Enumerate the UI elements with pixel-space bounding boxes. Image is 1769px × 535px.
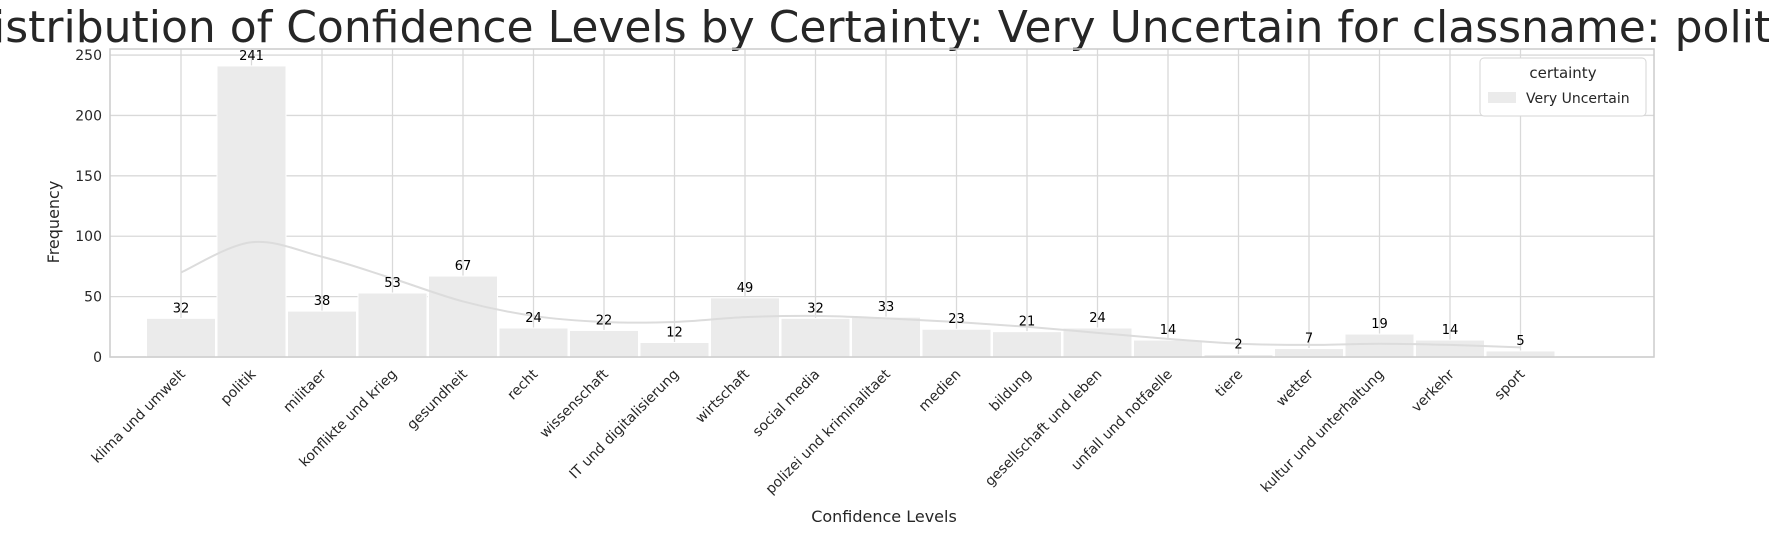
- bar-value-label: 32: [173, 301, 190, 316]
- x-tick-label: gesellschaft und leben: [982, 367, 1105, 490]
- bar-value-label: 14: [1160, 323, 1177, 338]
- bar-value-label: 14: [1442, 323, 1459, 338]
- kde-line: [180, 240, 1521, 349]
- bar-labels: 32 241 38 53 67 24 22 12 49 32 33 23 21 24 14 2 7 19 14 5: [173, 49, 1525, 353]
- legend: certainty Very Uncertain: [1479, 57, 1647, 117]
- y-tick-label: 0: [93, 350, 102, 366]
- bar: [1485, 350, 1556, 358]
- x-tick-label: klima und umwelt: [89, 366, 189, 466]
- x-tick-label: recht: [504, 366, 541, 403]
- bar: [1415, 339, 1485, 358]
- y-tick-label: 50: [84, 290, 102, 306]
- x-tick-label: verkehr: [1409, 366, 1458, 415]
- bar: [498, 327, 569, 358]
- bar-value-label: 22: [596, 313, 613, 328]
- kde-curve: [180, 240, 1521, 349]
- y-tick-label: 150: [75, 169, 102, 185]
- bar-value-label: 24: [525, 311, 542, 326]
- x-tick-label: medien: [916, 367, 964, 415]
- x-tick-label: wetter: [1273, 366, 1317, 410]
- x-tick-label: wissenschaft: [537, 366, 612, 441]
- x-axis-label: Confidence Levels: [811, 507, 957, 526]
- y-tick-label: 200: [75, 108, 102, 124]
- bar: [428, 275, 498, 358]
- bar-value-label: 23: [948, 312, 965, 327]
- bar-value-label: 241: [239, 49, 264, 64]
- legend-box: [1479, 57, 1647, 117]
- bar-value-label: 19: [1371, 317, 1388, 332]
- bar: [780, 317, 851, 358]
- x-tick-label: kultur und unterhaltung: [1258, 367, 1387, 496]
- x-tick-label: wirtschaft: [693, 366, 754, 427]
- x-tick-label: politik: [218, 366, 260, 408]
- chart-title: Distribution of Confidence Levels by Cer…: [0, 2, 1769, 53]
- bar-value-label: 21: [1019, 315, 1036, 330]
- bar-value-label: 33: [878, 300, 895, 315]
- bar-value-label: 5: [1516, 334, 1524, 349]
- bar: [992, 331, 1062, 358]
- y-axis-label: Frequency: [44, 181, 63, 264]
- bar: [921, 328, 992, 358]
- x-tick-label: polizei und kriminalitaet: [763, 366, 894, 497]
- bar: [1133, 339, 1203, 358]
- bar-value-label: 67: [455, 259, 472, 274]
- legend-entry: Very Uncertain: [1526, 91, 1630, 107]
- grid: [110, 49, 1654, 358]
- bar-value-label: 2: [1234, 338, 1242, 353]
- bar-value-label: 24: [1089, 311, 1106, 326]
- bar: [216, 65, 287, 358]
- y-tick-label: 100: [75, 229, 102, 245]
- bar: [146, 317, 216, 358]
- bar-value-label: 53: [384, 276, 401, 291]
- bar-value-label: 38: [314, 294, 331, 309]
- bar-value-label: 7: [1305, 332, 1313, 347]
- bar: [287, 310, 357, 358]
- bar: [569, 329, 639, 358]
- bar: [1274, 348, 1344, 358]
- x-tick-label: sport: [1492, 366, 1529, 403]
- bar: [1344, 333, 1415, 358]
- plot-frame: [109, 48, 1655, 358]
- legend-title: certainty: [1529, 64, 1596, 82]
- bars: [146, 65, 1556, 358]
- bar-value-label: 12: [666, 326, 683, 341]
- bar: [639, 342, 710, 358]
- y-tick-label: 250: [75, 48, 102, 64]
- x-tick-label: gesundheit: [404, 366, 471, 433]
- bar: [710, 297, 780, 358]
- x-tick-label: tiere: [1212, 367, 1246, 401]
- bar: [357, 292, 428, 358]
- x-tick-label: social media: [750, 367, 824, 441]
- x-tick-label: militaer: [281, 366, 330, 415]
- legend-swatch: [1488, 92, 1516, 103]
- bar-value-label: 49: [737, 281, 754, 296]
- bar-value-label: 32: [807, 301, 824, 316]
- x-tick-label: bildung: [987, 367, 1035, 415]
- bar: [851, 316, 921, 358]
